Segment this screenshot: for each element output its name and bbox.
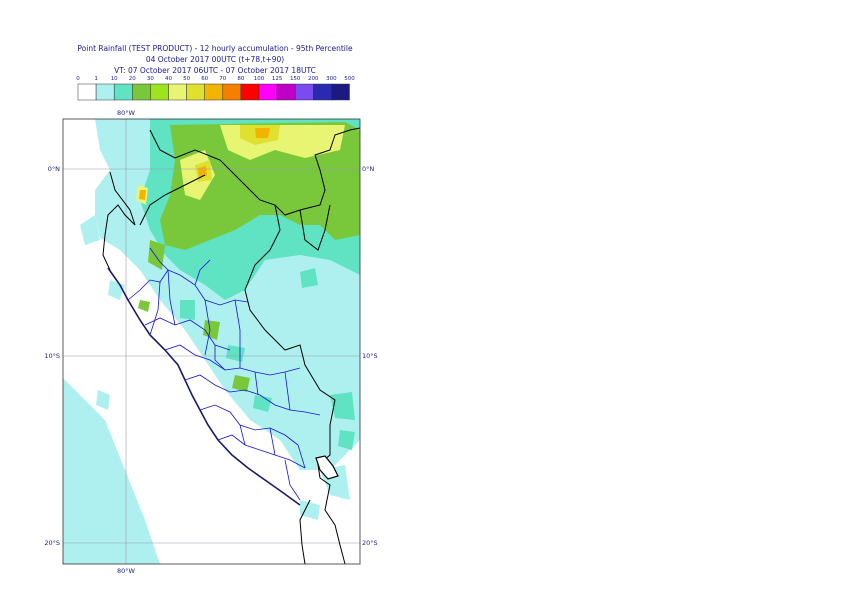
department-borders (127, 247, 321, 501)
lat-label-left-2: 20°S (44, 539, 60, 547)
lat-label-left-0: 0°N (48, 165, 60, 173)
map-title: Point Rainfall (TEST PRODUCT) - 12 hourl… (77, 44, 353, 53)
map-frame (62, 118, 361, 565)
lon-label-bottom: 80°W (117, 567, 136, 575)
lat-label-right-1: 10°S (362, 352, 378, 360)
lake-titicaca (315, 455, 339, 480)
country-borders (102, 127, 360, 564)
lon-label-top: 80°W (117, 109, 136, 117)
lat-label-left-1: 10°S (44, 352, 60, 360)
lat-label-right-2: 20°S (362, 539, 378, 547)
base-time: 04 October 2017 00UTC (t+78,t+90) (145, 55, 285, 64)
lat-label-right-0: 0°N (362, 165, 374, 173)
coastline (107, 267, 301, 506)
validity-time: VT: 07 October 2017 06UTC - 07 October 2… (114, 66, 316, 75)
graticule (63, 119, 360, 564)
